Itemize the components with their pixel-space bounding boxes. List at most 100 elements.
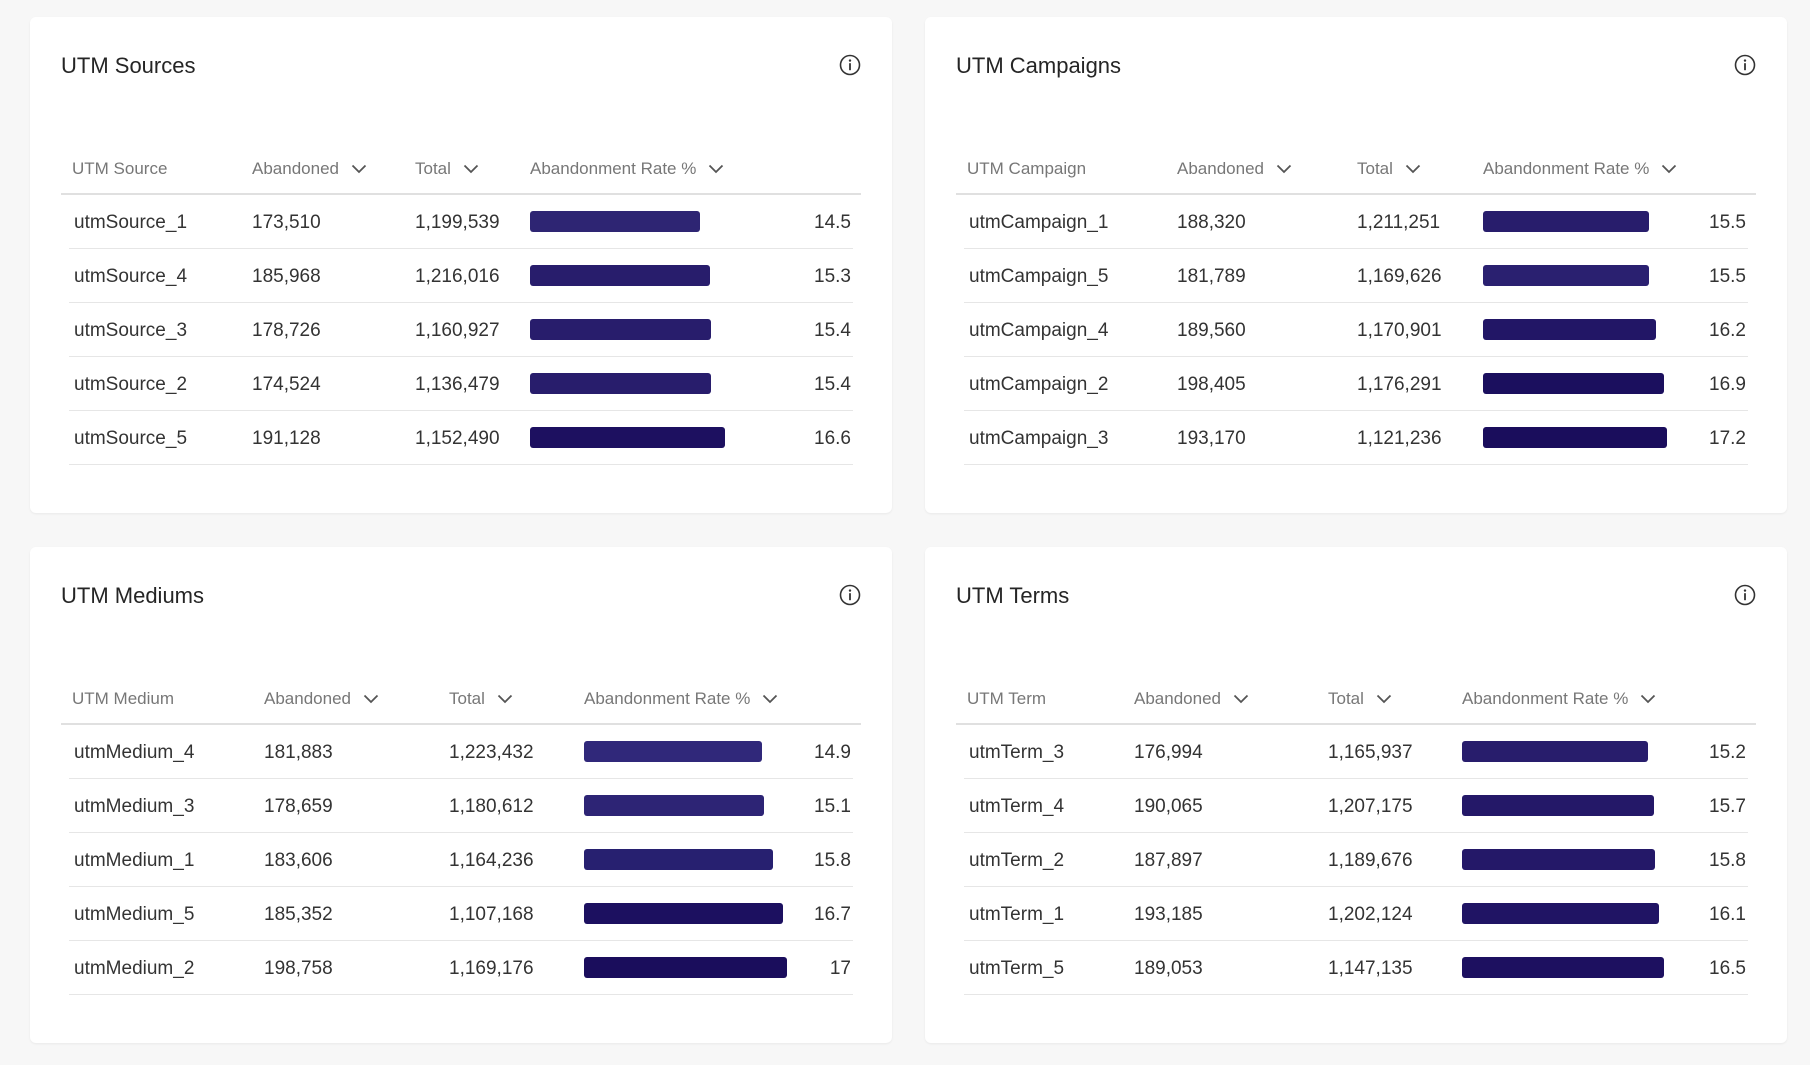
abandoned-column-header[interactable]: Abandoned xyxy=(252,159,367,179)
table-header: UTM Term Abandoned Total Abandonment Rate % xyxy=(956,666,1756,725)
table-row[interactable]: utmMedium_4 181,883 1,223,432 14.9 xyxy=(69,725,853,779)
chevron-down-icon[interactable] xyxy=(762,694,778,704)
total-cell: 1,160,927 xyxy=(415,320,500,341)
abandoned-cell: 173,510 xyxy=(252,212,321,233)
abandoned-column-header[interactable]: Abandoned xyxy=(1177,159,1292,179)
name-cell: utmMedium_3 xyxy=(74,796,195,817)
abandoned-column-header[interactable]: Abandoned xyxy=(264,689,379,709)
column-label: Abandoned xyxy=(264,689,351,708)
chevron-down-icon[interactable] xyxy=(363,694,379,704)
info-icon[interactable] xyxy=(839,584,861,606)
rate-column-header[interactable]: Abandonment Rate % xyxy=(530,159,724,179)
abandoned-cell: 174,524 xyxy=(252,374,321,395)
table-row[interactable]: utmMedium_2 198,758 1,169,176 17 xyxy=(69,941,853,995)
total-cell: 1,223,432 xyxy=(449,742,534,763)
rate-bar xyxy=(1462,957,1664,978)
rate-value: 16.5 xyxy=(1709,958,1746,979)
column-label: Total xyxy=(415,159,451,178)
column-label: UTM Campaign xyxy=(967,159,1087,178)
abandoned-cell: 190,065 xyxy=(1134,796,1203,817)
total-column-header[interactable]: Total xyxy=(1328,689,1392,709)
utm-sources-table: UTM Source Abandoned Total Abandonment Rate… xyxy=(61,136,861,465)
rate-bar xyxy=(530,427,725,448)
rate-column-header[interactable]: Abandonment Rate % xyxy=(584,689,778,709)
chevron-down-icon[interactable] xyxy=(351,164,367,174)
info-icon[interactable] xyxy=(1734,584,1756,606)
table-row[interactable]: utmCampaign_3 193,170 1,121,236 17.2 xyxy=(964,411,1748,465)
abandoned-cell: 189,560 xyxy=(1177,320,1246,341)
name-cell: utmCampaign_4 xyxy=(969,320,1109,341)
total-column-header[interactable]: Total xyxy=(449,689,513,709)
table-row[interactable]: utmSource_1 173,510 1,199,539 14.5 xyxy=(69,195,853,249)
table-header: UTM Source Abandoned Total Abandonment Rate… xyxy=(61,136,861,195)
abandoned-cell: 191,128 xyxy=(252,428,321,449)
abandoned-cell: 187,897 xyxy=(1134,850,1203,871)
rate-value: 16.6 xyxy=(814,428,851,449)
table-row[interactable]: utmTerm_5 189,053 1,147,135 16.5 xyxy=(964,941,1748,995)
name-cell: utmSource_3 xyxy=(74,320,188,341)
name-cell: utmSource_2 xyxy=(74,374,188,395)
rate-value: 15.3 xyxy=(814,266,851,287)
name-column-header: UTM Medium xyxy=(72,689,174,709)
chevron-down-icon[interactable] xyxy=(1233,694,1249,704)
chevron-down-icon[interactable] xyxy=(1405,164,1421,174)
abandoned-cell: 185,352 xyxy=(264,904,333,925)
table-row[interactable]: utmMedium_3 178,659 1,180,612 15.1 xyxy=(69,779,853,833)
chevron-down-icon[interactable] xyxy=(497,694,513,704)
table-row[interactable]: utmTerm_2 187,897 1,189,676 15.8 xyxy=(964,833,1748,887)
abandoned-cell: 185,968 xyxy=(252,266,321,287)
table-row[interactable]: utmSource_2 174,524 1,136,479 15.4 xyxy=(69,357,853,411)
total-column-header[interactable]: Total xyxy=(415,159,479,179)
rate-value: 15.5 xyxy=(1709,212,1746,233)
total-cell: 1,211,251 xyxy=(1357,212,1441,233)
table-row[interactable]: utmTerm_4 190,065 1,207,175 15.7 xyxy=(964,779,1748,833)
chevron-down-icon[interactable] xyxy=(1661,164,1677,174)
column-label: Abandonment Rate % xyxy=(1483,159,1650,178)
table-row[interactable]: utmSource_3 178,726 1,160,927 15.4 xyxy=(69,303,853,357)
rate-value: 15.4 xyxy=(814,374,851,395)
chevron-down-icon[interactable] xyxy=(1276,164,1292,174)
chevron-down-icon[interactable] xyxy=(1640,694,1656,704)
abandoned-cell: 181,789 xyxy=(1177,266,1246,287)
rate-value: 14.5 xyxy=(814,212,851,233)
rate-column-header[interactable]: Abandonment Rate % xyxy=(1462,689,1656,709)
rate-bar xyxy=(1462,741,1648,762)
total-cell: 1,152,490 xyxy=(415,428,500,449)
total-cell: 1,107,168 xyxy=(449,904,534,925)
table-row[interactable]: utmMedium_5 185,352 1,107,168 16.7 xyxy=(69,887,853,941)
rate-value: 15.7 xyxy=(1709,796,1746,817)
table-row[interactable]: utmTerm_3 176,994 1,165,937 15.2 xyxy=(964,725,1748,779)
table-row[interactable]: utmSource_4 185,968 1,216,016 15.3 xyxy=(69,249,853,303)
utm-terms-table: UTM Term Abandoned Total Abandonment Rate %… xyxy=(956,666,1756,995)
total-cell: 1,136,479 xyxy=(415,374,500,395)
table-row[interactable]: utmCampaign_2 198,405 1,176,291 16.9 xyxy=(964,357,1748,411)
chevron-down-icon[interactable] xyxy=(1376,694,1392,704)
rate-value: 17.2 xyxy=(1709,428,1746,449)
abandoned-cell: 193,170 xyxy=(1177,428,1246,449)
abandoned-cell: 183,606 xyxy=(264,850,333,871)
table-row[interactable]: utmSource_5 191,128 1,152,490 16.6 xyxy=(69,411,853,465)
table-row[interactable]: utmTerm_1 193,185 1,202,124 16.1 xyxy=(964,887,1748,941)
column-label: Abandoned xyxy=(1134,689,1221,708)
table-row[interactable]: utmCampaign_5 181,789 1,169,626 15.5 xyxy=(964,249,1748,303)
column-label: Total xyxy=(449,689,485,708)
rate-bar xyxy=(584,795,764,816)
rate-column-header[interactable]: Abandonment Rate % xyxy=(1483,159,1677,179)
total-cell: 1,207,175 xyxy=(1328,796,1413,817)
chevron-down-icon[interactable] xyxy=(463,164,479,174)
table-row[interactable]: utmCampaign_1 188,320 1,211,251 15.5 xyxy=(964,195,1748,249)
rate-bar xyxy=(1483,319,1656,340)
abandoned-column-header[interactable]: Abandoned xyxy=(1134,689,1249,709)
name-cell: utmCampaign_5 xyxy=(969,266,1109,287)
rate-value: 14.9 xyxy=(814,742,851,763)
table-row[interactable]: utmMedium_1 183,606 1,164,236 15.8 xyxy=(69,833,853,887)
total-cell: 1,169,176 xyxy=(449,958,534,979)
panel-title: UTM Terms xyxy=(956,583,1070,608)
info-icon[interactable] xyxy=(1734,54,1756,76)
chevron-down-icon[interactable] xyxy=(708,164,724,174)
table-row[interactable]: utmCampaign_4 189,560 1,170,901 16.2 xyxy=(964,303,1748,357)
info-icon[interactable] xyxy=(839,54,861,76)
utm-sources-panel: UTM Sources UTM Source Abandoned Total Aban… xyxy=(30,17,892,513)
abandoned-cell: 189,053 xyxy=(1134,958,1203,979)
total-column-header[interactable]: Total xyxy=(1357,159,1421,179)
